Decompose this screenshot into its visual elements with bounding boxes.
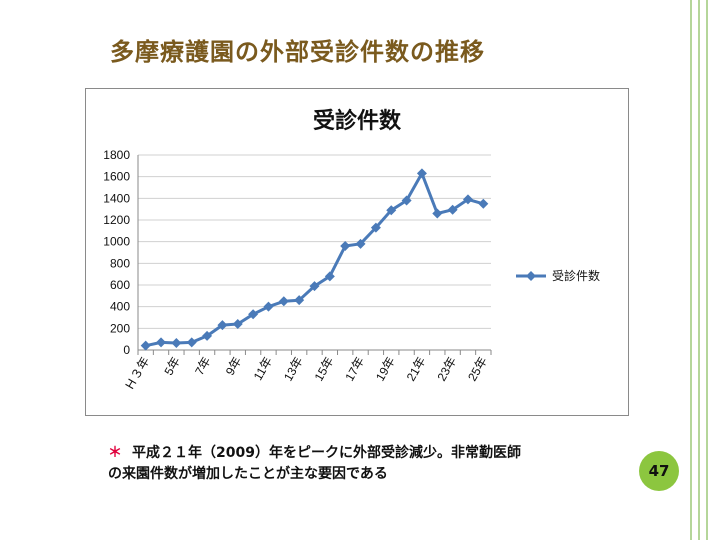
series-line <box>145 171 484 348</box>
x-tick-label: Ｈ３年 <box>122 355 152 393</box>
x-tick-label: 11年 <box>251 355 275 383</box>
data-point <box>324 271 335 282</box>
data-point <box>462 194 473 205</box>
x-tick-label: 15年 <box>312 355 337 384</box>
note-marker: ＊ <box>108 445 122 461</box>
data-point <box>217 320 228 331</box>
data-point <box>340 241 351 251</box>
y-tick-label: 400 <box>110 300 130 314</box>
y-tick-label: 1800 <box>103 148 130 162</box>
x-tick-label: 25年 <box>465 355 490 384</box>
data-point <box>416 168 427 179</box>
x-tick-label: 23年 <box>434 355 459 384</box>
chart-container: 受診件数 0 200 400 600 800 1000 1200 1400 1600 1800 Ｈ３年… <box>85 88 629 416</box>
y-tick-label: 1000 <box>103 235 130 249</box>
data-point <box>386 205 397 216</box>
page-number-badge: 47 <box>639 451 679 491</box>
legend-marker <box>526 271 536 281</box>
data-point <box>248 309 259 320</box>
data-point <box>478 198 489 209</box>
data-point <box>447 204 458 215</box>
data-point <box>232 319 243 329</box>
x-tick-label: 17年 <box>342 355 367 384</box>
line-chart: 受診件数 0 200 400 600 800 1000 1200 1400 1600 1800 Ｈ３年… <box>103 108 600 393</box>
slide-frame-decoration <box>686 0 720 540</box>
chart-title: 受診件数 <box>313 108 402 134</box>
y-tick-label: 1400 <box>103 191 130 205</box>
x-tick-label: 13年 <box>281 355 306 384</box>
slide-note: ＊ 平成２１年（2009）年をピークに外部受診減少。非常勤医師 の来園件数が増加し… <box>108 443 521 485</box>
data-point <box>263 301 274 312</box>
slide-title: 多摩療護園の外部受診件数の推移 <box>110 38 485 66</box>
legend-label: 受診件数 <box>552 268 600 283</box>
y-tick-label: 1200 <box>103 213 130 227</box>
y-tick-label: 200 <box>110 321 130 335</box>
note-line-1: 平成２１年（2009）年をピークに外部受診減少。非常勤医師 <box>132 445 521 461</box>
data-point <box>309 281 320 292</box>
data-point <box>186 337 197 348</box>
data-point <box>355 238 366 249</box>
data-point <box>432 208 443 219</box>
data-point <box>370 222 381 233</box>
page-number: 47 <box>648 462 670 480</box>
note-line-2: の来園件数が増加したことが主な要因である <box>108 466 388 482</box>
data-point <box>140 340 151 351</box>
data-point <box>278 296 289 307</box>
y-tick-label: 1600 <box>103 170 130 184</box>
data-point <box>401 195 412 206</box>
x-tick-label: 5年 <box>161 355 182 378</box>
y-tick-label: 0 <box>123 343 130 357</box>
x-tick-label: 19年 <box>373 355 398 384</box>
x-tick-label: 9年 <box>223 355 244 378</box>
data-point <box>294 295 305 306</box>
y-tick-label: 600 <box>110 278 130 292</box>
data-point <box>202 330 213 341</box>
data-point <box>171 337 182 348</box>
data-point <box>156 337 167 348</box>
x-tick-label: 7年 <box>192 355 213 378</box>
y-tick-label: 800 <box>110 256 130 270</box>
x-tick-label: 21年 <box>404 355 429 384</box>
